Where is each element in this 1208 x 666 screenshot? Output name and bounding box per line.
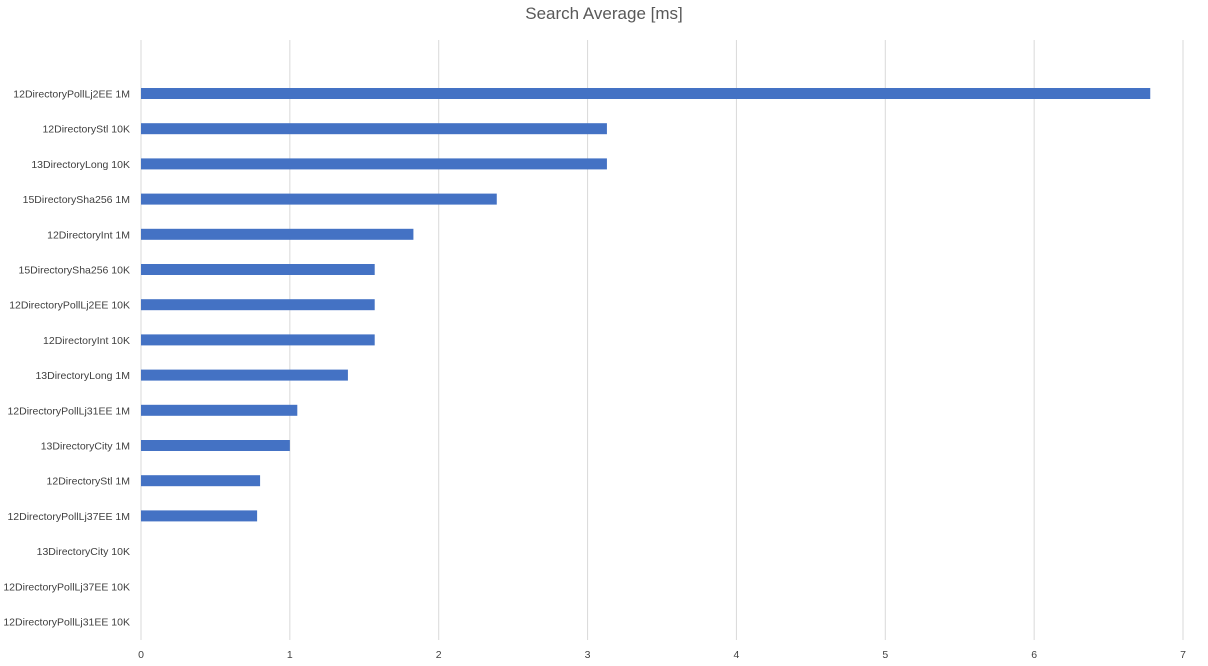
bar	[141, 475, 261, 487]
category-label: 13DirectoryLong 10K	[31, 159, 130, 171]
chart-title: Search Average [ms]	[525, 4, 683, 23]
category-label: 12DirectoryPollLj2EE 1M	[13, 89, 130, 101]
category-label: 15DirectorySha256 1M	[23, 194, 130, 206]
bar	[141, 369, 348, 381]
bars	[141, 88, 1151, 522]
x-tick-label: 7	[1180, 649, 1186, 661]
category-labels: 12DirectoryPollLj2EE 1M 12DirectoryStl 10…	[3, 89, 130, 629]
bar	[141, 510, 258, 522]
bar	[141, 158, 607, 170]
category-label: 13DirectoryCity 1M	[41, 441, 130, 453]
x-tick-label: 5	[882, 649, 888, 661]
category-label: 13DirectoryCity 10K	[37, 546, 130, 558]
bar	[141, 193, 497, 205]
x-tick-label: 6	[1031, 649, 1037, 661]
bar	[141, 334, 375, 346]
x-tick-label: 1	[287, 649, 293, 661]
x-tick-label: 3	[585, 649, 591, 661]
category-label: 12DirectoryInt 1M	[47, 229, 130, 241]
x-tick-label: 2	[436, 649, 442, 661]
x-tick-label: 0	[138, 649, 144, 661]
category-label: 12DirectoryInt 10K	[43, 335, 130, 347]
x-tick-labels: 0 1 2 3 4 5 6 7	[138, 649, 1186, 661]
bar	[141, 88, 1151, 99]
bar	[141, 123, 607, 135]
category-label: 12DirectoryPollLj31EE 1M	[7, 405, 130, 417]
category-label: 12DirectoryPollLj31EE 10K	[3, 617, 130, 629]
bar	[141, 404, 298, 416]
bar	[141, 440, 290, 451]
x-tick-label: 4	[734, 649, 740, 661]
bar	[141, 299, 375, 311]
category-label: 13DirectoryLong 1M	[35, 370, 130, 382]
bar	[141, 228, 414, 240]
category-label: 12DirectoryPollLj37EE 10K	[3, 581, 130, 593]
category-label: 15DirectorySha256 10K	[19, 265, 131, 277]
bar	[141, 264, 375, 275]
category-label: 12DirectoryStl 10K	[42, 124, 130, 136]
category-label: 12DirectoryStl 1M	[47, 476, 130, 488]
category-label: 12DirectoryPollLj37EE 1M	[7, 511, 130, 523]
category-label: 12DirectoryPollLj2EE 10K	[9, 300, 130, 312]
